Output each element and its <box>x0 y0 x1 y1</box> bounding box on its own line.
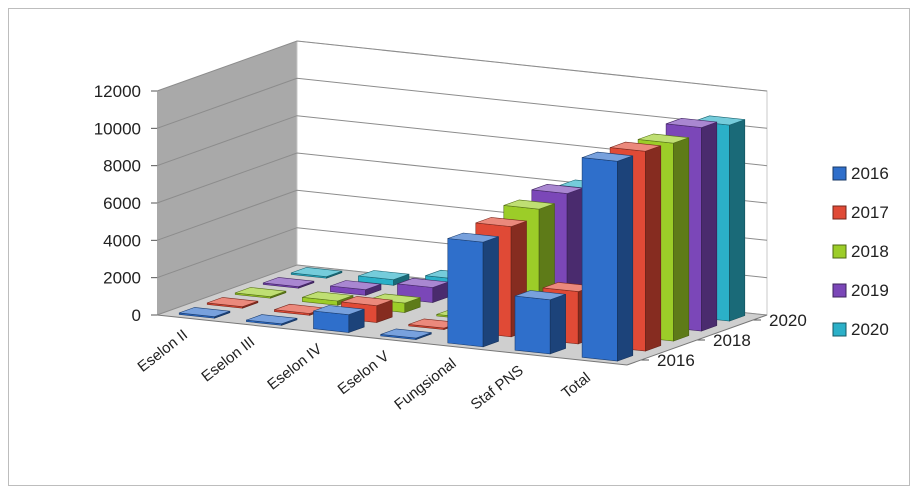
legend-swatch-2019 <box>832 283 847 298</box>
depth-axis-line <box>626 314 768 366</box>
bar-2016-4 <box>447 232 499 348</box>
depth-axis-ticks: 2016 2018 2020 <box>626 311 807 370</box>
bar-2016-0 <box>178 307 231 319</box>
category-label: Fungsional <box>391 355 459 414</box>
legend-label: 2018 <box>851 242 889 261</box>
x-axis-line <box>156 314 628 366</box>
depth-tick-label: 2020 <box>769 311 807 330</box>
bar-2017-0 <box>206 297 259 309</box>
legend-swatch-2017 <box>832 205 847 220</box>
legend-swatch-2020 <box>832 322 847 337</box>
bar-2018-0 <box>234 287 287 299</box>
bar-2016-3 <box>380 328 432 341</box>
y-tick-label: 4000 <box>103 231 141 250</box>
chart-frame: 0 2000 4000 6000 8000 10000 12000 2016 2018 2020… <box>8 8 910 486</box>
y-tick-label: 0 <box>132 306 141 325</box>
category-label: Staf PNS <box>468 362 527 413</box>
bar-2019-1 <box>330 280 382 296</box>
category-label: Total <box>558 369 593 402</box>
bar-2016-5 <box>514 290 566 355</box>
bar-2019-0 <box>262 277 315 289</box>
gridline <box>156 40 768 92</box>
bar-2020-1 <box>358 270 410 286</box>
bar-2016-6 <box>581 151 634 362</box>
y-tick-label: 10000 <box>94 119 141 138</box>
category-label: Eselon IV <box>264 341 325 394</box>
y-tick-label: 8000 <box>103 157 141 176</box>
legend-swatch-2018 <box>832 244 847 259</box>
bar-2016-2 <box>313 305 365 333</box>
gridline <box>156 77 768 129</box>
category-label: Eselon II <box>135 326 191 375</box>
y-tick-label: 6000 <box>103 194 141 213</box>
chart-area: 0 2000 4000 6000 8000 10000 12000 2016 2018 2020… <box>94 40 889 414</box>
depth-tick-label: 2016 <box>657 351 695 370</box>
bars <box>178 115 746 362</box>
category-label: Eselon V <box>335 348 393 398</box>
y-tick-label: 12000 <box>94 82 141 101</box>
y-axis-ticks: 0 2000 4000 6000 8000 10000 12000 <box>94 82 157 325</box>
legend-label: 2017 <box>851 203 889 222</box>
bar-2016-1 <box>246 314 298 326</box>
legend-label: 2019 <box>851 281 889 300</box>
y-tick-label: 2000 <box>103 269 141 288</box>
category-label: Eselon III <box>198 333 258 385</box>
bar-2020-0 <box>290 267 343 279</box>
legend-label: 2020 <box>851 320 889 339</box>
legend-label: 2016 <box>851 164 889 183</box>
depth-tick-label: 2018 <box>713 331 751 350</box>
legend: 2016 2017 2018 2019 2020 <box>832 164 889 339</box>
legend-swatch-2016 <box>832 166 847 181</box>
